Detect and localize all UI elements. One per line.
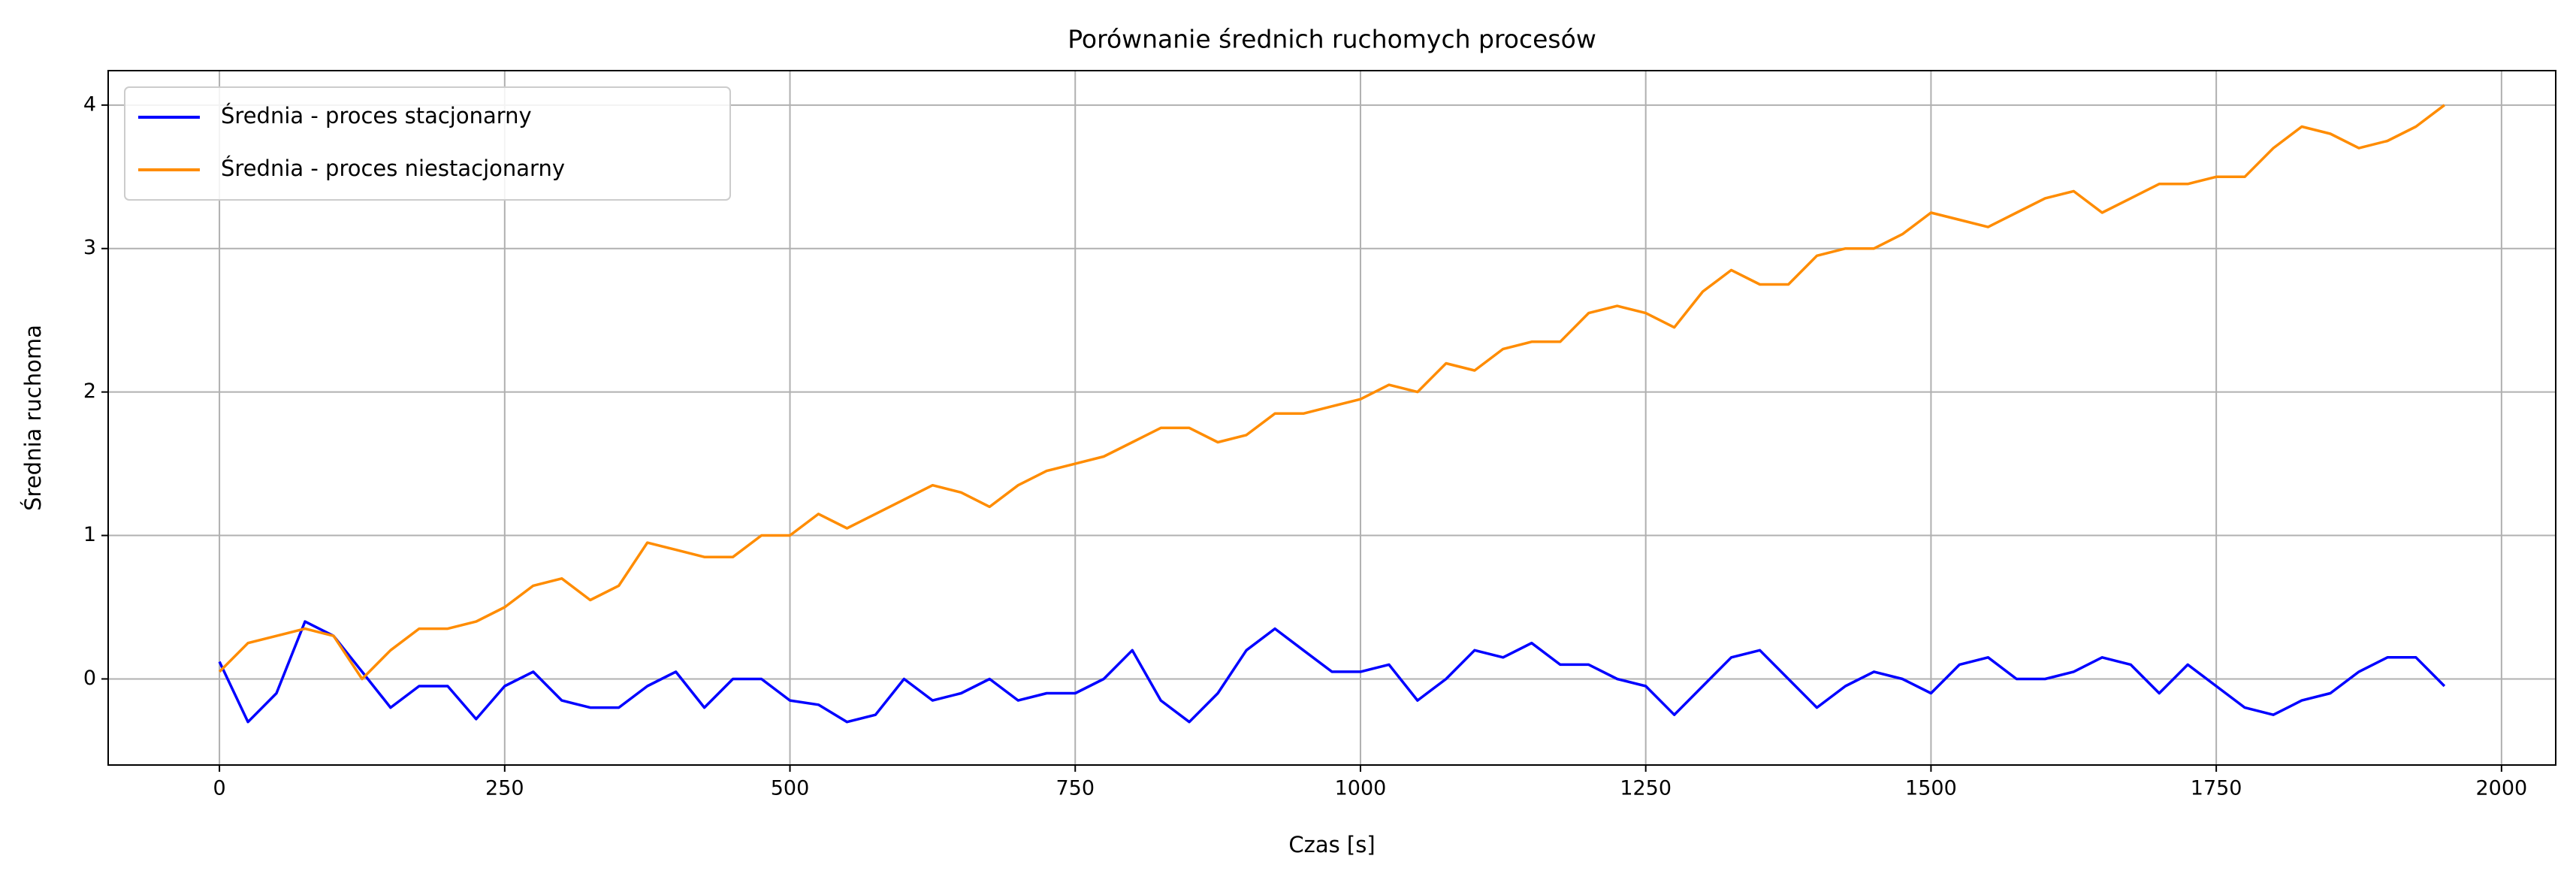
y-tick-label: 0	[83, 667, 96, 690]
chart-title: Porównanie średnich ruchomych procesów	[1068, 25, 1596, 54]
x-tick-label: 1250	[1620, 777, 1672, 800]
x-tick-label: 250	[485, 777, 524, 800]
y-tick-label: 1	[83, 523, 96, 546]
y-tick-label: 2	[83, 379, 96, 403]
series-line	[218, 104, 2445, 681]
y-tick-label: 3	[83, 236, 96, 259]
x-tick-label: 500	[771, 777, 810, 800]
legend-box	[124, 86, 731, 201]
x-tick-label: 0	[213, 777, 225, 800]
x-tick-label: 1750	[2191, 777, 2242, 800]
x-tick-label: 2000	[2475, 777, 2527, 800]
y-axis-label: Średnia ruchoma	[20, 325, 46, 511]
x-axis-label: Czas [s]	[1288, 832, 1375, 857]
legend-label: Średnia - proces niestacjonarny	[221, 156, 565, 181]
y-tick-label: 4	[83, 92, 96, 116]
x-tick-label: 1500	[1905, 777, 1957, 800]
legend-label: Średnia - proces stacjonarny	[221, 103, 532, 129]
plot-frame	[107, 70, 2556, 766]
x-tick-label: 750	[1055, 777, 1095, 800]
series-line	[218, 620, 2446, 724]
x-tick-label: 1000	[1335, 777, 1387, 800]
